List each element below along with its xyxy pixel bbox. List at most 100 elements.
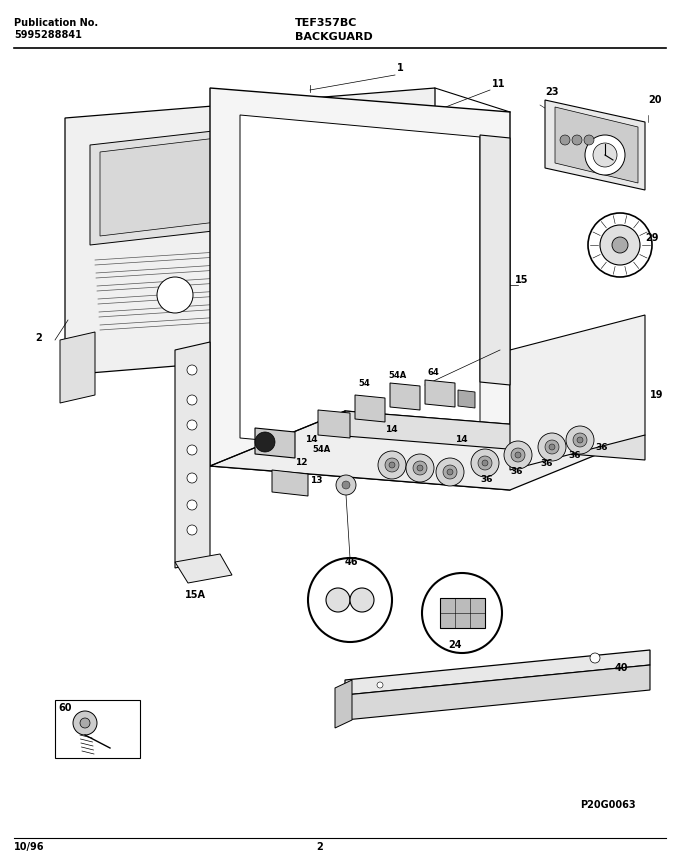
Polygon shape [100, 128, 300, 236]
Circle shape [482, 460, 488, 466]
Circle shape [80, 718, 90, 728]
Text: P20G0063: P20G0063 [580, 800, 636, 810]
Circle shape [187, 395, 197, 405]
Circle shape [545, 440, 559, 454]
Circle shape [600, 225, 640, 265]
Text: 29: 29 [645, 233, 658, 243]
Circle shape [187, 500, 197, 510]
Polygon shape [480, 135, 510, 385]
Circle shape [187, 525, 197, 535]
Circle shape [187, 445, 197, 455]
Circle shape [413, 461, 427, 475]
Polygon shape [390, 383, 420, 410]
Circle shape [187, 365, 197, 375]
Polygon shape [335, 680, 352, 728]
Circle shape [443, 465, 457, 479]
Polygon shape [175, 342, 210, 568]
Circle shape [308, 558, 392, 642]
Text: 36: 36 [480, 475, 492, 483]
Circle shape [549, 444, 555, 450]
Text: 13: 13 [310, 476, 322, 485]
Circle shape [385, 458, 399, 472]
Circle shape [573, 433, 587, 447]
Circle shape [560, 135, 570, 145]
Text: 60: 60 [58, 703, 71, 713]
Circle shape [511, 448, 525, 462]
Polygon shape [555, 107, 638, 183]
Text: 54A: 54A [388, 371, 406, 380]
Polygon shape [240, 115, 480, 460]
Polygon shape [355, 395, 385, 422]
Circle shape [538, 433, 566, 461]
Circle shape [350, 588, 374, 612]
Polygon shape [545, 100, 645, 190]
Circle shape [436, 458, 464, 486]
Circle shape [417, 465, 423, 471]
Circle shape [378, 451, 406, 479]
Text: 54: 54 [358, 379, 370, 388]
Polygon shape [255, 428, 295, 458]
Text: 5995288841: 5995288841 [14, 30, 82, 40]
Circle shape [566, 426, 594, 454]
Circle shape [504, 441, 532, 469]
Circle shape [157, 277, 193, 313]
Text: 15: 15 [515, 275, 528, 285]
Text: 36: 36 [595, 444, 607, 452]
Circle shape [577, 437, 583, 443]
Polygon shape [425, 380, 455, 407]
Polygon shape [318, 410, 350, 438]
Circle shape [478, 456, 492, 470]
Text: 10/96: 10/96 [14, 842, 44, 852]
Polygon shape [510, 315, 645, 470]
Polygon shape [210, 411, 645, 490]
Circle shape [612, 237, 628, 253]
Text: 14: 14 [455, 435, 468, 444]
Text: 2: 2 [317, 842, 324, 852]
Text: 36: 36 [568, 451, 581, 461]
Circle shape [584, 135, 594, 145]
Text: 24: 24 [448, 640, 462, 650]
Text: 64: 64 [428, 368, 440, 377]
Circle shape [187, 473, 197, 483]
Polygon shape [175, 554, 232, 583]
Text: 14: 14 [305, 435, 318, 444]
Circle shape [73, 711, 97, 735]
Text: 11: 11 [492, 79, 505, 89]
Polygon shape [90, 120, 310, 245]
Polygon shape [345, 665, 650, 720]
Text: BACKGUARD: BACKGUARD [295, 32, 373, 42]
Bar [55, 700, 140, 758]
Circle shape [422, 573, 502, 653]
Text: 40: 40 [615, 663, 628, 673]
Text: 36: 36 [510, 466, 522, 476]
Circle shape [342, 481, 350, 489]
Text: 2: 2 [35, 333, 42, 343]
Circle shape [593, 143, 617, 167]
Circle shape [336, 475, 356, 495]
Text: 12: 12 [295, 458, 307, 467]
Circle shape [471, 449, 499, 477]
Text: 20: 20 [648, 95, 662, 105]
Circle shape [590, 653, 600, 663]
Text: 36: 36 [540, 458, 552, 468]
Circle shape [572, 135, 582, 145]
Polygon shape [458, 390, 475, 408]
Circle shape [585, 135, 625, 175]
Circle shape [389, 462, 395, 468]
Circle shape [187, 420, 197, 430]
Text: 1: 1 [397, 63, 404, 73]
Circle shape [588, 213, 652, 277]
Text: 46: 46 [345, 557, 358, 567]
Polygon shape [345, 411, 645, 460]
Text: 19: 19 [650, 390, 664, 400]
Polygon shape [65, 88, 435, 375]
Polygon shape [272, 470, 308, 496]
Text: Publication No.: Publication No. [14, 18, 98, 28]
Text: 23: 23 [545, 87, 558, 97]
Text: TEF357BC: TEF357BC [295, 18, 358, 28]
Text: 15A: 15A [185, 590, 206, 600]
Polygon shape [345, 650, 650, 695]
Polygon shape [210, 88, 510, 490]
Circle shape [326, 588, 350, 612]
Circle shape [377, 682, 383, 688]
